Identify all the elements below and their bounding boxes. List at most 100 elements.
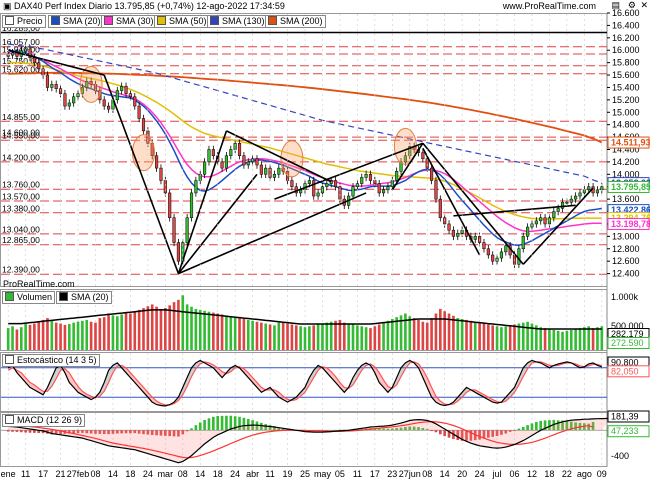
stoch-fill: [331, 371, 336, 383]
trendline: [422, 142, 524, 265]
volume-bar: [133, 311, 137, 350]
legend-label-price: Precio: [17, 16, 43, 26]
candle-body: [504, 245, 508, 253]
candle-body: [534, 220, 538, 225]
volume-bar: [465, 319, 468, 350]
volume-bar: [155, 306, 158, 350]
highlight-ellipse: [79, 65, 103, 103]
stoch-fill: [256, 382, 262, 393]
candle-body: [89, 81, 93, 85]
legend-label-sma30: SMA (30): [116, 16, 154, 26]
macd-histogram-bar: [260, 422, 263, 431]
chart-header: ▣ DAX40 Perf Index Diario 13.795,85 (+0,…: [0, 0, 650, 13]
volume-bar: [94, 322, 97, 350]
macd-histogram-bar: [373, 428, 377, 431]
volume-bar: [146, 306, 150, 350]
volume-bar: [177, 299, 180, 350]
candle-body: [246, 161, 250, 166]
macd-histogram-bar: [552, 419, 556, 431]
macd-histogram-bar: [246, 419, 250, 431]
volume-bar: [530, 323, 534, 350]
volume-bar: [521, 322, 525, 350]
stoch-fill: [104, 370, 109, 392]
stoch-fill: [505, 392, 511, 402]
volume-tick-label: 282.179: [611, 329, 644, 339]
stoch-fill: [252, 377, 257, 388]
volume-bar: [321, 323, 324, 350]
volume-bar: [508, 325, 512, 350]
chart-title: DAX40 Perf Index Diario 13.795,85 (+0,74…: [14, 1, 285, 11]
macd-histogram-bar: [19, 430, 23, 433]
macd-histogram-bar: [146, 430, 150, 435]
candle-body: [491, 254, 495, 262]
macd-histogram-bar: [460, 430, 464, 441]
macd-histogram-bar: [421, 428, 425, 431]
toolbar-icon[interactable]: ▤: [611, 0, 620, 10]
legend-swatch-sma130: [210, 16, 219, 25]
x-tick-label: 21: [56, 469, 66, 479]
volume-badge: [607, 337, 650, 349]
volume-bar: [504, 326, 508, 350]
settings-icon[interactable]: ⚙: [627, 0, 636, 10]
candle-body: [211, 149, 215, 156]
volume-bar: [456, 318, 460, 350]
candle-body: [307, 180, 311, 184]
volume-bar: [386, 320, 390, 350]
x-tick-label: abr: [246, 469, 259, 479]
macd-histogram-bar: [24, 430, 27, 433]
stoch-fill: [38, 388, 44, 395]
candle-body: [451, 229, 455, 237]
x-tick-label: 24: [475, 469, 485, 479]
candle-body: [194, 180, 198, 194]
candle-body: [430, 167, 434, 181]
close-icon[interactable]: ✕: [640, 0, 648, 10]
candle-body: [316, 192, 320, 197]
volume-bar: [548, 329, 551, 350]
level-label: 12.390,00: [2, 265, 40, 275]
volume-bar: [220, 314, 224, 350]
volume-bar: [364, 327, 368, 350]
macd-badge: [607, 425, 650, 438]
legend-swatch-macd: [5, 415, 14, 424]
x-tick-label: 14: [108, 469, 118, 479]
stoch-fill: [25, 377, 31, 388]
candle-body: [272, 174, 277, 178]
macd-histogram-bar: [102, 430, 106, 435]
candle-body: [386, 186, 390, 191]
candle-body: [517, 248, 521, 265]
volume-bar: [469, 320, 473, 350]
macd-histogram-bar: [548, 420, 551, 431]
macd-histogram-bar: [264, 424, 268, 431]
volume-bar: [124, 312, 128, 350]
volume-bar: [491, 325, 495, 350]
volume-bar: [434, 313, 438, 350]
volume-bar: [373, 326, 377, 350]
volume-bar: [591, 328, 595, 350]
macd-histogram-bar: [198, 422, 202, 431]
volume-bar: [164, 308, 167, 350]
x-tick-label: ago: [577, 469, 592, 479]
volume-bar: [395, 317, 398, 350]
macd-histogram-bar: [273, 426, 276, 431]
legend-swatch-sma30: [104, 16, 113, 25]
volume-bar: [408, 316, 412, 350]
volume-bar: [81, 320, 84, 350]
volume-bar: [539, 327, 543, 350]
macd-histogram-bar: [521, 427, 525, 431]
trendline: [391, 142, 424, 191]
header-icon[interactable]: ▣: [3, 1, 12, 11]
candle-body: [85, 81, 89, 88]
macd-histogram-bar: [129, 430, 132, 434]
volume-tick-label: 272.590: [611, 338, 644, 348]
volume-bar: [194, 308, 198, 350]
stoch-fill: [401, 362, 406, 377]
legend-sma20: SMA (20): [48, 15, 104, 28]
volume-bar: [181, 295, 185, 350]
volume-bar: [377, 324, 381, 350]
legend-stoch: Estocástico (14 3 5): [2, 354, 100, 367]
volume-bar: [229, 316, 233, 350]
legend-swatch-sma50: [157, 16, 166, 25]
macd-histogram-bar: [89, 430, 93, 434]
macd-histogram-bar: [33, 430, 36, 433]
